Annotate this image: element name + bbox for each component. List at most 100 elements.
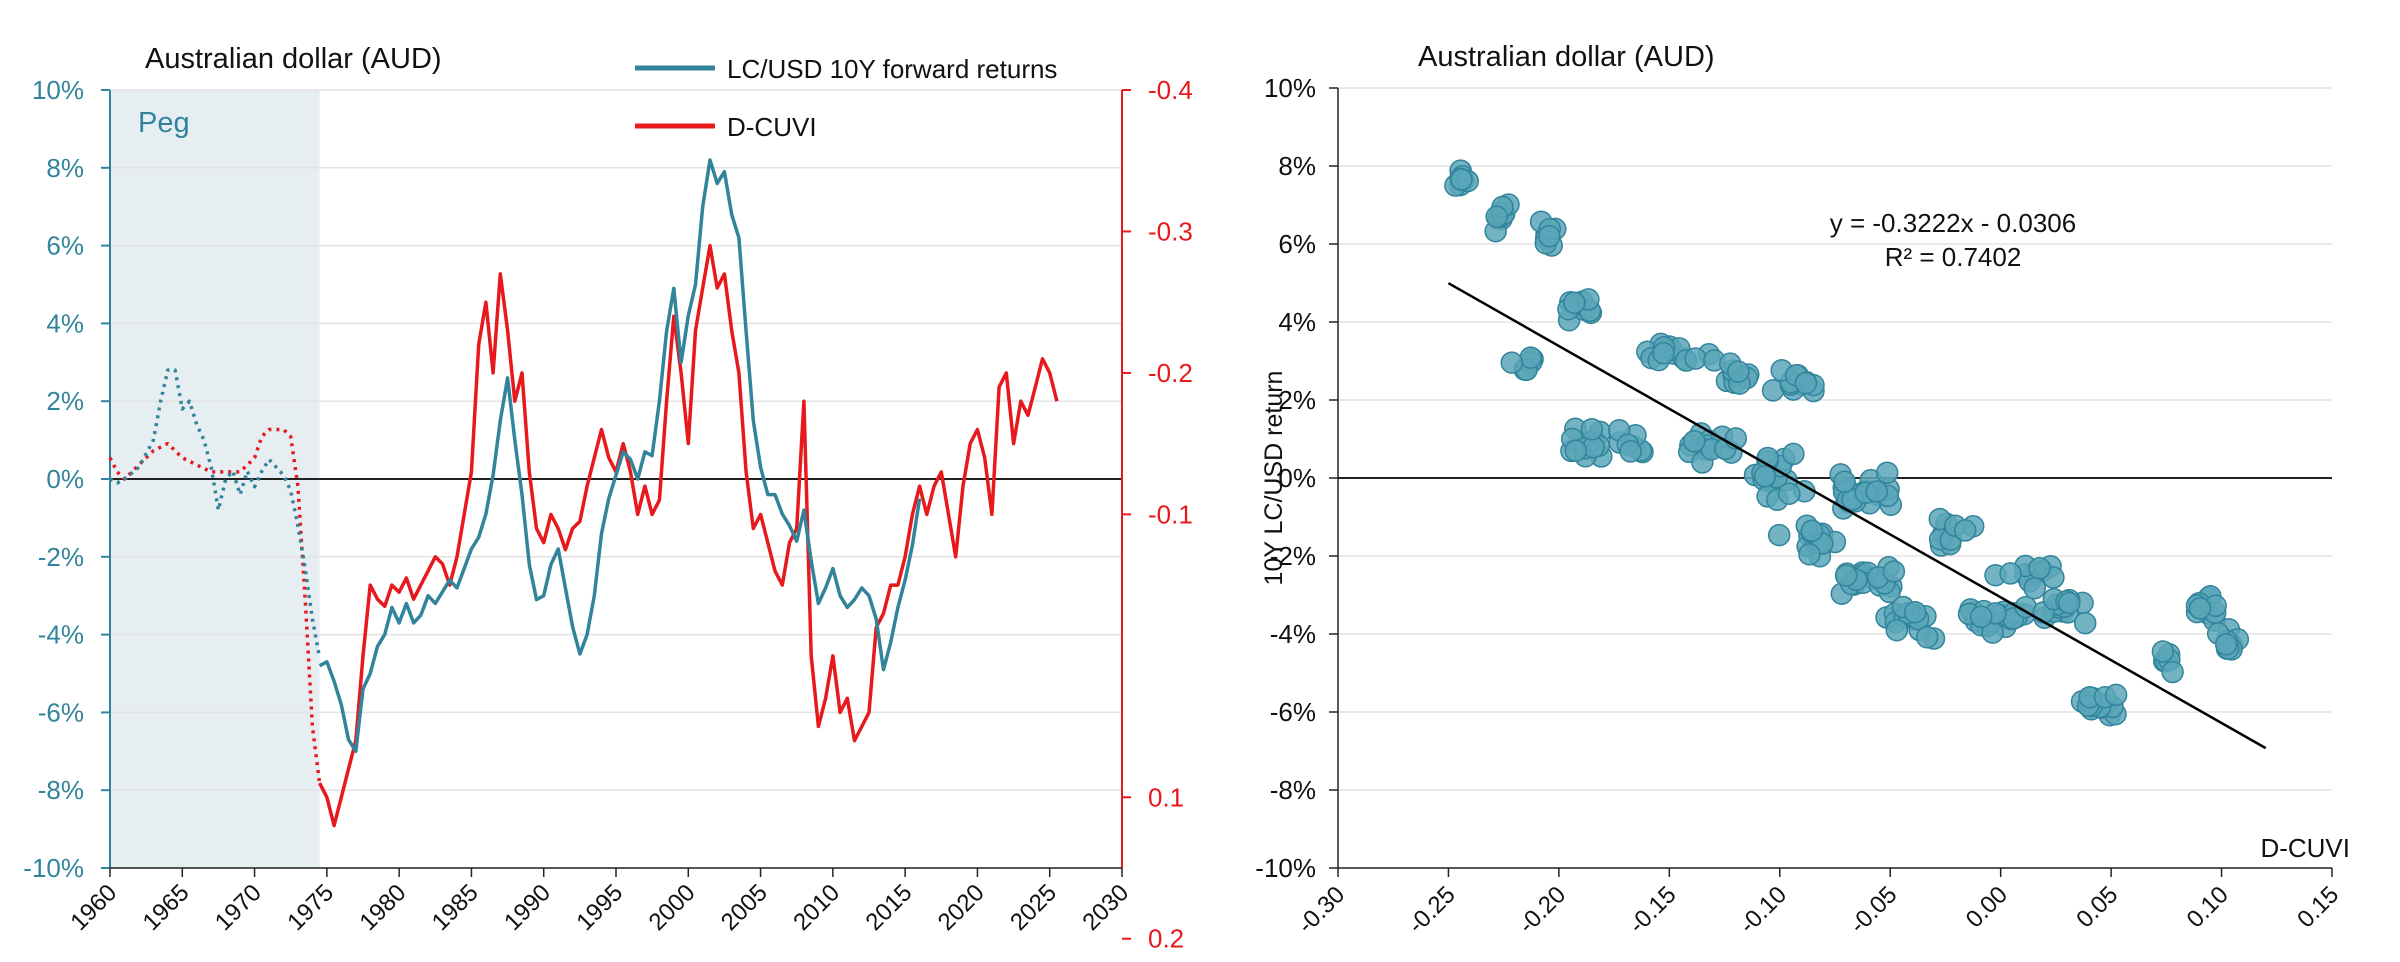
scatter-point [2023,576,2046,600]
scatter-x-tick-label: -0.30 [1292,881,1350,939]
x-tick-label: 2020 [933,879,990,936]
scatter-x-tick-label: 0.00 [1961,881,2013,933]
scatter-chart-aud: 10%8%6%4%2%0%-2%-4%-6%-8%-10%-0.30 -0.25-… [1255,41,2350,939]
scatter-point [1834,564,1858,587]
y-left-tick-label: -2% [38,542,84,572]
y-right-tick-label: -0.4 [1148,75,1193,105]
x-tick-label: 1990 [499,879,556,936]
scatter-point [2057,591,2081,615]
scatter-point [1652,341,1675,365]
legend-label-forward-returns: LC/USD 10Y forward returns [727,54,1057,84]
scatter-point [1767,523,1791,547]
scatter-point [1794,371,1818,395]
x-tick-label: 2030 [1077,879,1134,936]
scatter-point [1969,605,1993,629]
scatter-point [1882,560,1906,583]
y-left-tick-label: 10% [32,75,84,105]
y-axis-title: 10Y LC/USD return [1260,371,1288,586]
chart-title-right: Australian dollar (AUD) [1418,41,1715,73]
y-left-tick-label: 4% [46,308,84,338]
scatter-x-tick-label: 0.05 [2071,881,2123,933]
x-tick-label: 1995 [571,879,628,936]
scatter-point [1875,461,1899,484]
scatter-point [1580,418,1604,441]
scatter-point [1727,360,1750,383]
y-right-tick-label: -0.3 [1148,216,1193,246]
scatter-y-tick-label: 6% [1278,229,1316,259]
scatter-point [1564,439,1588,462]
y-left-tick-label: 0% [46,464,84,494]
x-tick-label: 1965 [138,879,195,936]
legend-label-dcuvi: D-CUVI [727,112,817,142]
scatter-y-tick-label: -10% [1255,853,1316,883]
scatter-point [2028,557,2051,580]
scatter-point [1953,519,1977,542]
x-tick-label: 2015 [861,879,918,936]
scatter-y-tick-label: -6% [1270,697,1316,727]
x-tick-label: 2000 [644,879,701,936]
y-right-tick-label: -0.1 [1148,499,1193,529]
scatter-point [1753,464,1777,488]
chart-title-left: Australian dollar (AUD) [145,43,442,75]
scatter-x-tick-label: -0.15 [1624,881,1682,939]
y-right-tick-label: -0.2 [1148,358,1193,388]
x-tick-label: 1985 [427,879,484,936]
x-tick-label: 1960 [65,879,122,936]
scatter-x-tick-label: -0.20 [1513,881,1571,939]
scatter-point [1500,351,1524,374]
scatter-point [1903,600,1927,624]
scatter-x-tick-label: 0.10 [2182,881,2234,933]
scatter-point [2151,640,2175,663]
scatter-point [2214,633,2238,656]
y-left-tick-label: -6% [38,697,84,727]
trendline-r2: R² = 0.7402 [1885,242,2022,272]
y-left-tick-label: 2% [46,386,84,416]
scatter-x-tick-label: -0.10 [1734,881,1792,939]
scatter-point [1865,480,1888,503]
scatter-y-tick-label: -2% [1270,541,1316,571]
scatter-point [1915,626,1939,649]
scatter-point [1450,168,1473,191]
scatter-point [1778,482,1801,505]
scatter-point [1682,430,1706,453]
scatter-point [1538,224,1561,248]
trendline-equation: y = -0.3222x - 0.0306 [1830,208,2076,238]
scatter-y-tick-label: -4% [1270,619,1316,649]
scatter-point [1800,519,1824,542]
y-right-tick-label: 0.1 [1148,782,1184,812]
scatter-point [1684,347,1707,370]
scatter-point [2073,611,2097,635]
line-chart-aud: 10% 8% 6% 4% 2% 0% -2% -4% -6% -8% -10% -0.4 -0.3 -0.… [23,43,1193,954]
scatter-point [1798,543,1821,566]
x-axis-title: D-CUVI [2260,833,2350,863]
scatter-point [1782,442,1805,466]
x-tick-label: 2025 [1005,879,1062,936]
x-tick-label: 2010 [788,879,845,936]
peg-label: Peg [138,107,190,139]
scatter-y-tick-label: 10% [1264,73,1316,103]
x-tick-label: 1970 [210,879,267,936]
scatter-x-tick-label: -0.25 [1403,881,1461,939]
y-right-tick-label: 0.2 [1148,924,1184,954]
scatter-point [1563,291,1586,314]
scatter-point [1485,205,1508,228]
x-tick-label: 2005 [716,879,773,936]
scatter-y-tick-label: -8% [1270,775,1316,805]
scatter-y-tick-label: 0% [1278,463,1316,493]
x-tick-label: 1980 [355,879,412,936]
y-left-tick-label: -4% [38,620,84,650]
y-left-tick-label: 6% [46,231,84,261]
x-tick-label: 1975 [282,879,339,936]
series-forward-returns-solid [318,158,922,754]
scatter-point [2188,597,2212,620]
scatter-point [2161,660,2184,684]
scatter-point [1833,470,1856,493]
scatter-point [1519,346,1543,369]
scatter-x-tick-label: 0.15 [2292,881,2344,933]
scatter-point [1619,440,1642,463]
scatter-point [2104,683,2128,707]
scatter-point [1999,562,2022,585]
scatter-point [1885,618,1909,642]
scatter-y-tick-label: 2% [1278,385,1316,415]
